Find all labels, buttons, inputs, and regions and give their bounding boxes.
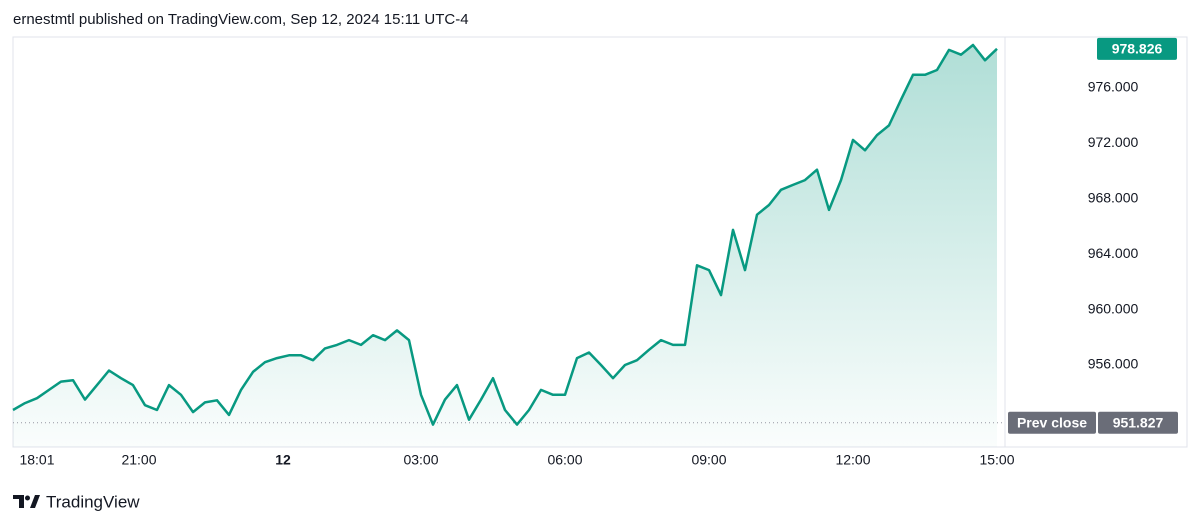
prev-close-value-tag [1098,411,1178,434]
last-price-tag [1097,37,1177,60]
x-tick-label: 12 [275,452,291,468]
x-tick-label: 15:00 [979,452,1014,468]
x-tick-label: 03:00 [403,452,438,468]
price-line [12,43,998,426]
x-tick-label: 18:01 [19,452,54,468]
y-tick-label: 964.000 [1088,245,1139,261]
brand-name: TradingView [46,492,140,511]
x-tick-label: 09:00 [691,452,726,468]
header-text: ernestmtl published on TradingView.com, … [13,11,469,28]
x-tick-label: 12:00 [835,452,870,468]
x-tick-label: 06:00 [547,452,582,468]
y-tick-label: 972.000 [1088,134,1139,150]
prev-close-name: Prev close [1017,415,1087,431]
y-tick-label: 968.000 [1088,189,1139,205]
prev-close-value: 951.827 [1113,415,1164,431]
y-tick-label: 976.000 [1088,79,1139,95]
y-tick-label: 960.000 [1088,300,1139,316]
y-tick-label: 956.000 [1088,356,1139,372]
x-tick-label: 21:00 [121,452,156,468]
brand-logo [13,495,40,508]
last-price-label: 978.826 [1112,41,1163,57]
prev-close-tag [1008,411,1096,434]
area-fill [13,45,997,447]
